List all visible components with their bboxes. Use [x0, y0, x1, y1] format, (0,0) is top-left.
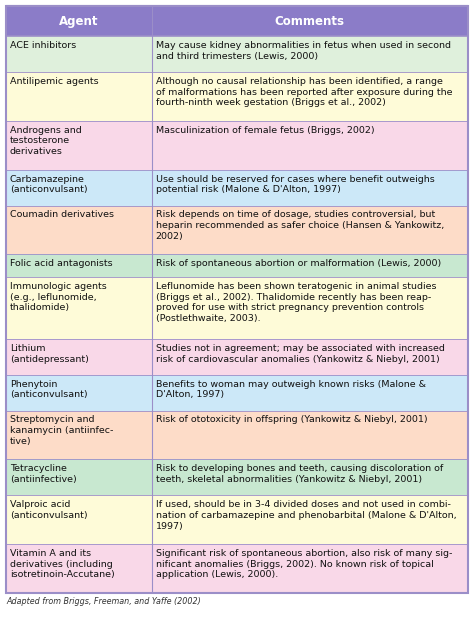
Text: Masculinization of female fetus (Briggs, 2002): Masculinization of female fetus (Briggs,…: [155, 126, 374, 135]
Bar: [152, 206, 468, 255]
Text: Risk depends on time of dosage, studies controversial, but
heparin recommended a: Risk depends on time of dosage, studies …: [155, 211, 444, 241]
Bar: [152, 495, 468, 544]
Text: Studies not in agreement; may be associated with increased
risk of cardiovascula: Studies not in agreement; may be associa…: [155, 344, 445, 364]
Bar: [152, 170, 468, 206]
Bar: [152, 544, 468, 593]
Bar: [152, 460, 468, 495]
Text: Adapted from Briggs, Freeman, and Yaffe (2002): Adapted from Briggs, Freeman, and Yaffe …: [6, 597, 201, 606]
Text: Phenytoin
(anticonvulsant): Phenytoin (anticonvulsant): [10, 380, 88, 399]
Bar: [152, 121, 468, 170]
Bar: [152, 411, 468, 460]
Text: Significant risk of spontaneous abortion, also risk of many sig-
nificant anomal: Significant risk of spontaneous abortion…: [155, 549, 452, 579]
Text: Valproic acid
(anticonvulsant): Valproic acid (anticonvulsant): [10, 500, 88, 520]
Bar: [6, 255, 152, 277]
Bar: [152, 277, 468, 339]
Text: Vitamin A and its
derivatives (including
isotretinoin-Accutane): Vitamin A and its derivatives (including…: [10, 549, 115, 579]
Text: Benefits to woman may outweigh known risks (Malone &
D'Alton, 1997): Benefits to woman may outweigh known ris…: [155, 380, 426, 399]
Bar: [6, 170, 152, 206]
Bar: [6, 72, 152, 121]
Bar: [152, 72, 468, 121]
Bar: [152, 339, 468, 375]
Text: Agent: Agent: [59, 14, 99, 28]
Text: Lithium
(antidepressant): Lithium (antidepressant): [10, 344, 89, 364]
Text: Streptomycin and
kanamycin (antiinfec-
tive): Streptomycin and kanamycin (antiinfec- t…: [10, 416, 113, 446]
Text: Androgens and
testosterone
derivatives: Androgens and testosterone derivatives: [10, 126, 82, 156]
Bar: [6, 121, 152, 170]
Text: Antilipemic agents: Antilipemic agents: [10, 77, 99, 86]
Bar: [6, 495, 152, 544]
Bar: [152, 255, 468, 277]
Text: Risk to developing bones and teeth, causing discoloration of
teeth, skeletal abn: Risk to developing bones and teeth, caus…: [155, 465, 443, 484]
Bar: [152, 375, 468, 411]
Text: Risk of spontaneous abortion or malformation (Lewis, 2000): Risk of spontaneous abortion or malforma…: [155, 259, 441, 268]
Text: Folic acid antagonists: Folic acid antagonists: [10, 259, 113, 268]
Bar: [6, 411, 152, 460]
Bar: [6, 339, 152, 375]
Text: Leflunomide has been shown teratogenic in animal studies
(Briggs et al., 2002). : Leflunomide has been shown teratogenic i…: [155, 282, 436, 323]
Bar: [6, 375, 152, 411]
Bar: [6, 206, 152, 255]
Text: Risk of ototoxicity in offspring (Yankowitz & Niebyl, 2001): Risk of ototoxicity in offspring (Yankow…: [155, 416, 427, 424]
Bar: [6, 277, 152, 339]
Bar: [6, 460, 152, 495]
Text: If used, should be in 3-4 divided doses and not used in combi-
nation of carbama: If used, should be in 3-4 divided doses …: [155, 500, 456, 530]
Text: Although no causal relationship has been identified, a range
of malformations ha: Although no causal relationship has been…: [155, 77, 452, 107]
Text: ACE inhibitors: ACE inhibitors: [10, 41, 76, 50]
Text: Carbamazepine
(anticonvulsant): Carbamazepine (anticonvulsant): [10, 174, 88, 194]
Text: May cause kidney abnormalities in fetus when used in second
and third trimesters: May cause kidney abnormalities in fetus …: [155, 41, 450, 61]
Text: Tetracycline
(antiinfective): Tetracycline (antiinfective): [10, 465, 77, 484]
Text: Use should be reserved for cases where benefit outweighs
potential risk (Malone : Use should be reserved for cases where b…: [155, 174, 434, 194]
Text: Immunologic agents
(e.g., leflunomide,
thalidomide): Immunologic agents (e.g., leflunomide, t…: [10, 282, 107, 312]
Bar: [6, 36, 152, 72]
Text: Coumadin derivatives: Coumadin derivatives: [10, 211, 114, 219]
Bar: [152, 36, 468, 72]
Bar: [6, 6, 468, 36]
Text: Comments: Comments: [275, 14, 345, 28]
Bar: [6, 544, 152, 593]
